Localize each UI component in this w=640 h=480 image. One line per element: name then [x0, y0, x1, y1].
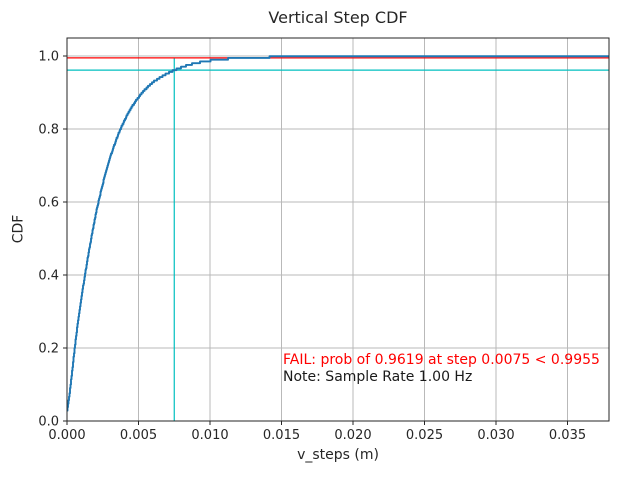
y-axis-label: CDF: [10, 214, 27, 244]
y-tick-label: 0.2: [38, 342, 59, 357]
x-tick-label: 0.010: [191, 428, 228, 443]
reference-lines: [67, 57, 609, 421]
y-axis-ticks: 0.0 0.2 0.4 0.6 0.8 1.0: [38, 50, 67, 430]
y-tick-label: 0.4: [38, 269, 59, 284]
x-tick-label: 0.020: [334, 428, 371, 443]
x-axis-ticks: 0.000 0.005 0.010 0.015 0.020 0.025 0.030 0.035: [48, 421, 586, 443]
x-tick-label: 0.000: [48, 428, 85, 443]
y-tick-label: 0.6: [38, 196, 59, 211]
fail-annotation: FAIL: prob of 0.9619 at step 0.0075 < 0.…: [283, 352, 600, 368]
plot-border: [66, 37, 610, 422]
x-tick-label: 0.030: [477, 428, 514, 443]
x-axis-label: v_steps (m): [297, 447, 379, 463]
cdf-curve: [66, 55, 609, 412]
x-tick-label: 0.035: [549, 428, 586, 443]
y-tick-label: 1.0: [38, 50, 59, 65]
note-annotation: Note: Sample Rate 1.00 Hz: [283, 369, 473, 385]
y-tick-label: 0.8: [38, 123, 59, 138]
x-tick-label: 0.025: [406, 428, 443, 443]
x-tick-label: 0.005: [120, 428, 157, 443]
chart-title: Vertical Step CDF: [268, 8, 408, 27]
y-tick-label: 0.0: [38, 415, 59, 430]
x-tick-label: 0.015: [263, 428, 300, 443]
